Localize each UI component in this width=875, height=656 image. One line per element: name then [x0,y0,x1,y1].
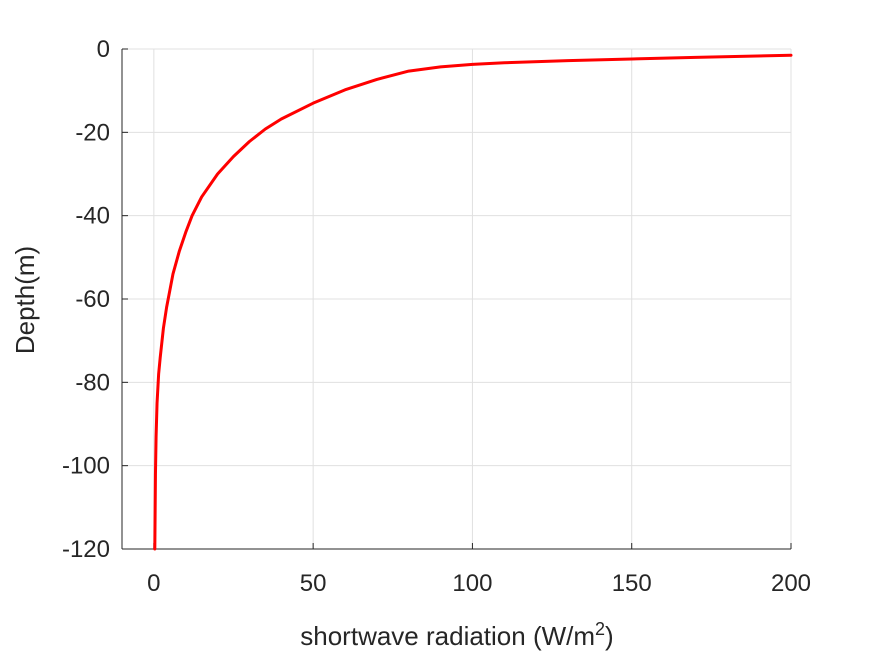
y-tick-label: -60 [75,286,110,313]
x-axis-label-superscript: 2 [595,619,605,639]
y-axis-label: Depth(m) [10,246,40,354]
x-tick-label: 150 [612,570,652,597]
x-axis-label-main: shortwave radiation (W/m [300,621,595,651]
series-group [153,53,793,551]
x-axis-label-suffix: ) [605,621,614,651]
y-tick-label: -80 [75,369,110,396]
radiation-profile-line [153,53,793,551]
y-tick-label: -20 [75,119,110,146]
grid-lines [122,48,792,550]
x-tick-label: 50 [300,570,327,597]
x-tick-label: 200 [771,570,811,597]
y-tick-label: 0 [97,36,110,63]
x-tick-label: 100 [452,570,492,597]
x-axis-label: shortwave radiation (W/m2) [300,619,613,651]
y-tick-label: -120 [62,536,110,563]
y-tick-label: -100 [62,453,110,480]
y-tick-label: -40 [75,203,110,230]
y-axis-ticks: 0 -20 -40 -60 -80 -100 -120 [62,36,128,563]
x-axis-ticks: 0 50 100 150 200 [147,543,811,597]
x-tick-label: 0 [147,570,160,597]
